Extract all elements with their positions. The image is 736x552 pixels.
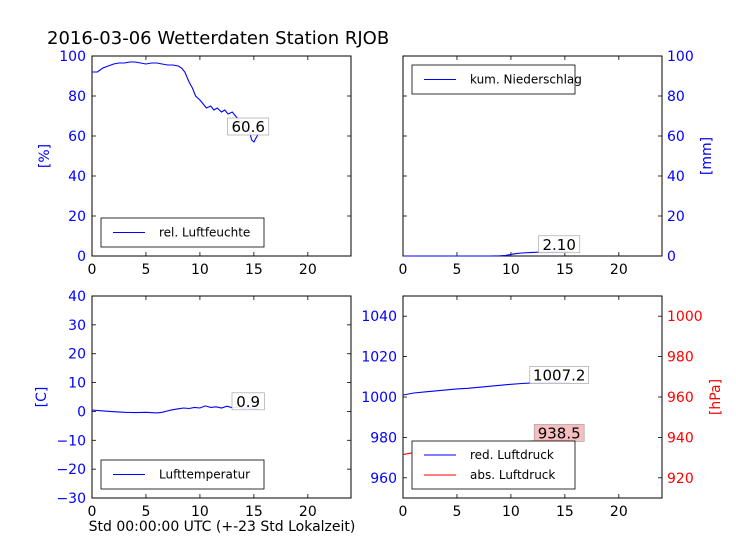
panel2-ytick-label: 10 bbox=[68, 376, 86, 392]
panel-frame-temperature bbox=[91, 295, 352, 499]
panel1-annotation-box-0 bbox=[538, 235, 581, 254]
ylabel-humidity: [%] bbox=[37, 144, 53, 168]
panel2-ytick-label: 40 bbox=[68, 289, 86, 305]
panel3-ytick-right-label: 940 bbox=[667, 430, 694, 446]
panel3-legend-label-0: red. Luftdruck bbox=[470, 448, 554, 462]
panel3-ytick-right-label: 960 bbox=[667, 390, 694, 406]
panel3-annotation-box-0 bbox=[529, 366, 589, 384]
panel2-annotation-box-0 bbox=[231, 392, 265, 411]
panel0-ytick-label: 100 bbox=[59, 49, 86, 65]
panel1-ytick-label: 60 bbox=[667, 129, 685, 145]
panel2-xtick-label: 15 bbox=[245, 504, 263, 520]
panel0-annotation-label-0: 60.6 bbox=[231, 118, 264, 136]
panel3-legend-label-1: abs. Luftdruck bbox=[470, 468, 555, 482]
panel1-xtick-label: 5 bbox=[452, 262, 461, 278]
panel2-xtick-label: 5 bbox=[141, 504, 150, 520]
panel1-ytick-label: 20 bbox=[667, 209, 685, 225]
panel2-xtick-label: 10 bbox=[191, 504, 209, 520]
panel-frame-humidity bbox=[91, 55, 352, 257]
panel3-ytick-right-label: 980 bbox=[667, 350, 694, 366]
panel0-ytick-label: 60 bbox=[68, 129, 86, 145]
panel0-ytick-label: 0 bbox=[77, 249, 86, 265]
panel3-ytick-label: 1040 bbox=[361, 309, 397, 325]
panel0-xtick-label: 20 bbox=[299, 262, 317, 278]
panel3-xtick-label: 0 bbox=[399, 504, 408, 520]
panel3-ytick-label: 960 bbox=[370, 471, 397, 487]
panel3-legend-box bbox=[411, 440, 576, 490]
panel2-legend-label-0: Lufttemperatur bbox=[159, 468, 250, 482]
panel0-annotation-box-0 bbox=[227, 117, 270, 136]
panel3-ytick-label: 980 bbox=[370, 430, 397, 446]
figure-title: 2016-03-06 Wetterdaten Station RJOB bbox=[47, 28, 389, 49]
panel1-xtick-label: 15 bbox=[556, 262, 574, 278]
panel1-xtick-label: 10 bbox=[502, 262, 520, 278]
panel2-xtick-label: 20 bbox=[299, 504, 317, 520]
panel3-ytick-label: 1000 bbox=[361, 390, 397, 406]
panel2-ytick-label: −30 bbox=[56, 491, 86, 507]
panel2-ytick-label: 30 bbox=[68, 318, 86, 334]
panel0-ytick-label: 20 bbox=[68, 209, 86, 225]
panel1-ytick-label: 40 bbox=[667, 169, 685, 185]
panel1-ytick-label: 100 bbox=[667, 49, 694, 65]
panel0-xtick-label: 10 bbox=[191, 262, 209, 278]
panel1-ytick-label: 0 bbox=[667, 249, 676, 265]
panel2-xtick-label: 0 bbox=[88, 504, 97, 520]
xlabel-time: Std 00:00:00 UTC (+-23 Std Lokalzeit) bbox=[89, 519, 356, 535]
panel3-annotation-label-0: 1007.2 bbox=[533, 366, 586, 384]
panel3-xtick-label: 5 bbox=[452, 504, 461, 520]
panel3-ytick-label: 1020 bbox=[361, 350, 397, 366]
panel1-annotation-label-0: 2.10 bbox=[542, 236, 575, 254]
panel3-xtick-label: 15 bbox=[556, 504, 574, 520]
panel3-ytick-right-label: 920 bbox=[667, 471, 694, 487]
panel0-xtick-label: 15 bbox=[245, 262, 263, 278]
panel1-legend-label-0: kum. Niederschlag bbox=[470, 73, 582, 87]
ylabel-temperature: [C] bbox=[34, 387, 50, 408]
panel2-ytick-label: 20 bbox=[68, 347, 86, 363]
panel3-annotation-label-1: 938.5 bbox=[538, 424, 581, 442]
panel-frame-precipitation bbox=[402, 55, 663, 257]
panel0-ytick-label: 80 bbox=[68, 89, 86, 105]
ylabel-precipitation: [mm] bbox=[699, 137, 715, 175]
panel0-xtick-label: 5 bbox=[141, 262, 150, 278]
panel0-legend-label-0: rel. Luftfeuchte bbox=[159, 226, 250, 240]
ylabel-pressure-right: [hPa] bbox=[708, 379, 724, 415]
panel2-ytick-label: −20 bbox=[56, 462, 86, 478]
panel1-xtick-label: 0 bbox=[399, 262, 408, 278]
panel1-xtick-label: 20 bbox=[610, 262, 628, 278]
panel0-xtick-label: 0 bbox=[88, 262, 97, 278]
panel2-ytick-label: −10 bbox=[56, 433, 86, 449]
panel2-ytick-label: 0 bbox=[77, 404, 86, 420]
panel3-xtick-label: 20 bbox=[610, 504, 628, 520]
panel3-xtick-label: 10 bbox=[502, 504, 520, 520]
panel1-ytick-label: 80 bbox=[667, 89, 685, 105]
panel3-ytick-right-label: 1000 bbox=[667, 309, 703, 325]
panel0-ytick-label: 40 bbox=[68, 169, 86, 185]
panel2-annotation-label-0: 0.9 bbox=[236, 393, 260, 411]
